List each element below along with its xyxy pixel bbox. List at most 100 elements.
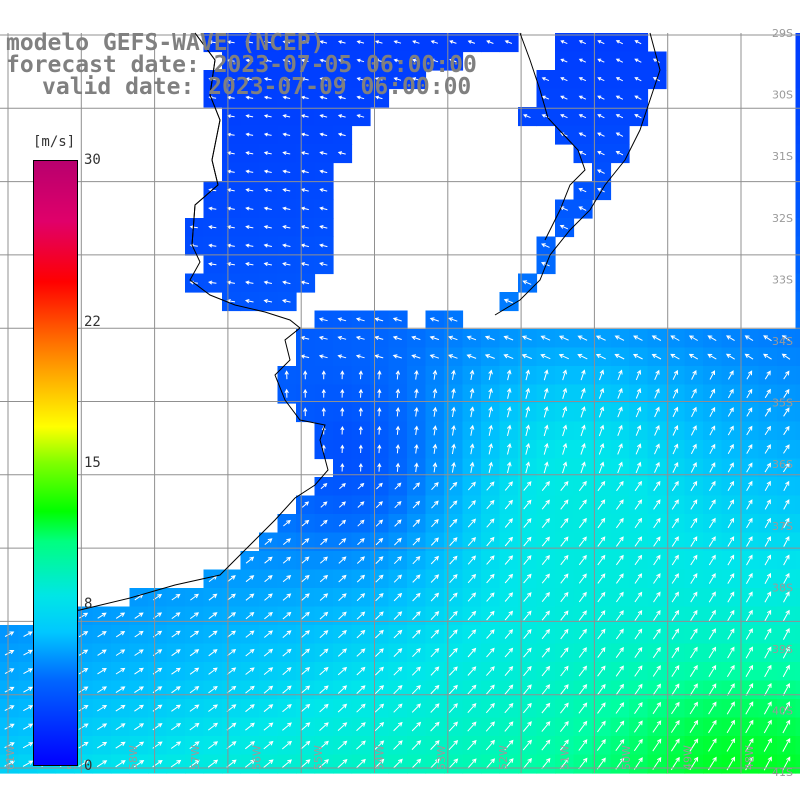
wind-arrow [374, 740, 385, 750]
wind-arrow [691, 388, 697, 399]
wind-arrow [690, 443, 697, 455]
wind-arrow [634, 536, 643, 547]
wind-arrow [541, 721, 551, 732]
wind-arrow [338, 519, 347, 527]
wind-arrow [115, 760, 126, 768]
wind-arrow [614, 353, 625, 360]
wind-arrow [245, 95, 254, 100]
wind-arrow [617, 443, 623, 455]
wind-arrow [245, 685, 255, 694]
wind-arrow [337, 666, 348, 676]
wind-arrow [469, 387, 475, 399]
wind-arrow [282, 704, 292, 713]
wind-arrow [358, 388, 363, 398]
wind-arrow [356, 685, 366, 694]
wind-arrow [671, 517, 679, 529]
wind-arrow [78, 649, 89, 656]
wind-arrow [746, 407, 753, 417]
wind-arrow [467, 666, 477, 676]
wind-arrow [782, 682, 790, 696]
wind-arrow [337, 317, 347, 322]
wind-arrow [227, 575, 236, 583]
wind-arrow [356, 758, 366, 769]
wind-arrow [597, 665, 606, 677]
wind-arrow [764, 536, 771, 547]
wind-arrow [541, 739, 551, 751]
wind-speed-field [0, 33, 800, 774]
wind-arrow [634, 114, 642, 119]
wind-arrow [486, 610, 495, 621]
wind-arrow [375, 77, 383, 81]
wind-arrow [414, 425, 419, 436]
wind-arrow [208, 649, 218, 657]
wind-arrow [282, 77, 291, 81]
wind-arrow [392, 335, 402, 341]
wind-arrow [171, 593, 181, 601]
wind-arrow [541, 665, 551, 677]
wind-arrow [78, 631, 89, 638]
wind-arrow [300, 77, 309, 81]
wind-arrow [652, 720, 662, 733]
wind-arrow [97, 686, 108, 693]
wind-arrow [485, 739, 495, 751]
wind-arrow [319, 58, 328, 63]
wind-arrow [671, 683, 680, 696]
wind-arrow [469, 461, 475, 473]
wind-arrow [486, 499, 495, 510]
wind-arrow [319, 666, 329, 676]
wind-arrow [115, 686, 126, 694]
wind-cell [795, 680, 800, 700]
wind-arrow [688, 353, 699, 360]
wind-arrow [578, 665, 588, 677]
wind-arrow [263, 262, 273, 267]
wind-arrow [357, 537, 365, 546]
wind-arrow [746, 444, 753, 454]
wind-arrow [504, 555, 514, 565]
wind-arrow [414, 406, 419, 417]
wind-arrow [430, 555, 440, 565]
wind-arrow [78, 741, 89, 749]
wind-arrow [596, 757, 606, 770]
wind-arrow [541, 610, 550, 621]
wind-arrow [540, 353, 551, 360]
wind-arrow [340, 370, 345, 380]
wind-arrow [634, 628, 643, 640]
wind-arrow [615, 683, 625, 696]
wind-arrow [337, 40, 346, 44]
wind-arrow [597, 683, 606, 696]
wind-arrow [208, 630, 218, 638]
wind-cell [795, 273, 800, 293]
wind-arrow [617, 406, 623, 418]
wind-arrow [617, 369, 623, 381]
wind-arrow [525, 424, 531, 437]
wind-arrow [709, 480, 716, 492]
wind-arrow [356, 40, 365, 44]
wind-arrow [355, 354, 365, 359]
wind-arrow [429, 317, 439, 322]
wind-arrow [578, 757, 588, 770]
wind-arrow [301, 556, 310, 564]
wind-arrow [652, 683, 661, 696]
wind-arrow [559, 739, 569, 751]
wind-arrow [263, 299, 273, 304]
wind-arrow [708, 719, 717, 734]
wind-arrow [282, 575, 292, 583]
wind-arrow [414, 443, 419, 454]
wind-arrow [504, 573, 514, 584]
wind-arrow [504, 481, 513, 491]
wind-arrow [783, 535, 790, 547]
wind-arrow [78, 704, 89, 712]
wind-arrow [134, 704, 144, 712]
wind-arrow [300, 648, 310, 657]
wind-arrow [171, 722, 182, 731]
wind-arrow [651, 335, 662, 341]
wind-arrow [115, 704, 126, 712]
wind-arrow [560, 114, 568, 119]
wind-arrow [764, 480, 771, 492]
wind-arrow [263, 151, 272, 155]
wind-arrow [22, 742, 34, 749]
wind-arrow [23, 649, 33, 656]
wind-arrow [782, 737, 791, 752]
wind-arrow [670, 335, 680, 341]
wind-arrow [303, 407, 308, 417]
